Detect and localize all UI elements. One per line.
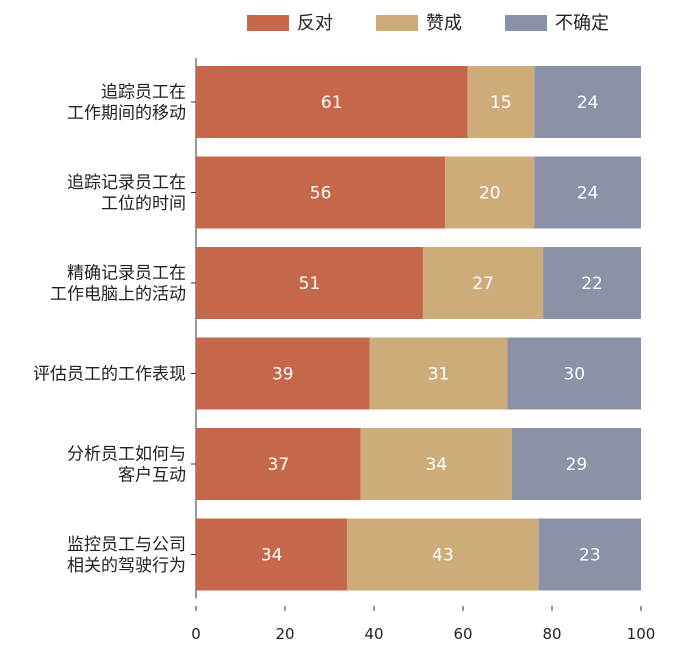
data-label: 56 xyxy=(310,184,332,204)
bar-segment xyxy=(196,518,348,591)
data-label: 34 xyxy=(261,546,283,566)
bar-segment xyxy=(534,66,641,138)
x-tick-label: 80 xyxy=(542,625,561,643)
data-label: 37 xyxy=(268,455,290,475)
data-label: 20 xyxy=(479,184,501,204)
legend-swatch xyxy=(505,15,547,31)
bar-segment xyxy=(196,156,446,229)
bar-segment xyxy=(422,247,544,319)
category-label: 监控员工与公司相关的驾驶行为 xyxy=(67,535,186,576)
data-label: 24 xyxy=(577,184,599,204)
legend-label: 不确定 xyxy=(555,13,609,34)
data-label: 22 xyxy=(581,274,603,294)
data-label: 23 xyxy=(579,546,601,566)
bar-segment xyxy=(196,66,468,138)
data-label: 29 xyxy=(566,455,588,475)
data-label: 31 xyxy=(428,365,450,385)
bars: 61 15 24 56 20 24 51 27 22 39 31 30 37 34 29 34 43 23 xyxy=(196,66,641,591)
x-tick-label: 100 xyxy=(627,625,656,643)
data-label: 30 xyxy=(563,365,585,385)
bar-segment xyxy=(538,518,641,591)
legend-swatch xyxy=(376,15,418,31)
bar-segment xyxy=(507,337,641,410)
bar-segment xyxy=(196,428,361,500)
y-axis: 追踪员工在工作期间的移动追踪记录员工在工位的时间精确记录员工在工作电脑上的活动评… xyxy=(33,58,197,599)
category-label: 精确记录员工在工作电脑上的活动 xyxy=(50,264,186,305)
legend: 反对 赞成 不确定 xyxy=(247,13,609,34)
category-label: 评估员工的工作表现 xyxy=(33,365,186,385)
data-label: 43 xyxy=(432,546,454,566)
bar-segment xyxy=(347,518,539,591)
bar-segment xyxy=(369,337,508,410)
bar-segment xyxy=(467,66,535,138)
data-label: 24 xyxy=(577,93,599,113)
bar-segment xyxy=(511,428,641,500)
bar-segment xyxy=(445,156,535,229)
bar-segment xyxy=(543,247,641,319)
category-label: 追踪记录员工在工位的时间 xyxy=(67,173,186,214)
bar-segment xyxy=(196,337,370,410)
x-tick-label: 20 xyxy=(275,625,294,643)
data-label: 61 xyxy=(321,93,343,113)
data-label: 51 xyxy=(299,274,321,294)
bar-segment xyxy=(534,156,641,229)
legend-label: 反对 xyxy=(297,13,333,34)
x-tick-label: 60 xyxy=(453,625,472,643)
x-axis: 0 20 40 60 80 100 xyxy=(191,606,655,643)
data-label: 27 xyxy=(472,274,494,294)
category-label: 追踪员工在工作期间的移动 xyxy=(67,83,186,124)
x-tick-label: 0 xyxy=(191,625,201,643)
data-label: 39 xyxy=(272,365,294,385)
data-label: 34 xyxy=(425,455,447,475)
x-tick-label: 40 xyxy=(364,625,383,643)
legend-swatch xyxy=(247,15,289,31)
bar-segment xyxy=(360,428,512,500)
bar-segment xyxy=(196,247,423,319)
legend-label: 赞成 xyxy=(426,13,462,34)
data-label: 15 xyxy=(490,93,512,113)
category-label: 分析员工如何与客户互动 xyxy=(67,445,186,486)
